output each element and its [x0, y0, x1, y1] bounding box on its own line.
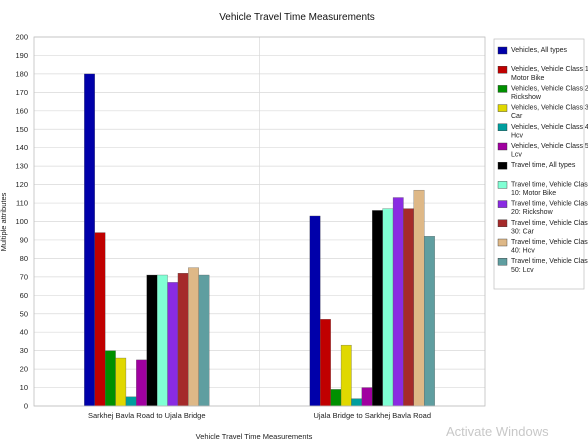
bar: [403, 208, 415, 407]
y-tick-label: 110: [16, 199, 28, 208]
y-tick-label: 160: [15, 106, 28, 115]
y-axis: 0 10 20 30 40 50 60 70 80 90 100 110 120 130 140 150 160…: [15, 33, 28, 411]
bar: [340, 344, 352, 407]
legend-label: 40: Hcv: [511, 248, 535, 255]
y-tick-label: 130: [15, 162, 28, 171]
legend-swatch: [497, 219, 508, 228]
legend-label: 10: Motor Bike: [511, 190, 556, 197]
bar-series: [84, 73, 435, 407]
legend-label: Travel time, Vehicle Class: [511, 239, 588, 246]
y-tick-label: 40: [20, 328, 28, 337]
legend-swatch: [497, 85, 508, 93]
bar: [351, 398, 363, 407]
legend-label: Vehicles, Vehicle Class 50:: [511, 143, 588, 150]
legend-swatch: [497, 46, 508, 55]
legend-label: Vehicles, All types: [511, 47, 568, 54]
y-tick-label: 30: [20, 346, 28, 355]
y-tick-label: 20: [20, 365, 28, 374]
y-tick-label: 200: [15, 33, 28, 42]
legend-swatch: [497, 104, 508, 112]
legend-label: Vehicles, Vehicle Class 20:: [511, 85, 588, 92]
y-tick-label: 140: [15, 143, 28, 152]
legend-swatch: [497, 200, 508, 208]
y-tick-label: 180: [15, 69, 28, 78]
bar: [330, 389, 342, 407]
bar: [361, 387, 373, 407]
legend: Vehicles, All types Vehicles, Vehicle Cla…: [493, 38, 588, 290]
y-tick-label: 10: [20, 383, 28, 392]
legend-label: Motor Bike: [511, 75, 545, 82]
y-tick-label: 50: [20, 309, 28, 318]
legend-swatch: [497, 258, 508, 266]
x-category-label: Sarkhej Bavla Road to Ujala Bridge: [88, 411, 206, 420]
x-axis: Sarkhej Bavla Road to Ujala Bridge Ujala …: [88, 411, 431, 420]
legend-swatch: [497, 65, 508, 74]
legend-swatch: [497, 142, 508, 151]
bar: [320, 319, 331, 407]
bar: [392, 197, 404, 407]
bar: [136, 359, 147, 407]
legend-label: Lcv: [511, 152, 522, 159]
legend-label: Travel time, Vehicle Class: [511, 201, 588, 208]
bar: [125, 396, 137, 407]
legend-swatch: [497, 181, 508, 189]
y-tick-label: 70: [20, 272, 28, 281]
legend-label: Travel time, Vehicle Class: [511, 181, 588, 188]
y-axis-title: Multiple attributes: [0, 192, 8, 251]
y-tick-label: 150: [15, 125, 28, 134]
y-tick-label: 190: [15, 51, 28, 60]
y-tick-label: 90: [20, 235, 28, 244]
x-category-label: Ujala Bridge to Sarkhej Bavla Road: [313, 411, 431, 420]
bar: [146, 274, 158, 407]
legend-label: Hcv: [511, 132, 524, 139]
chart-title: Vehicle Travel Time Measurements: [219, 12, 375, 23]
bar: [105, 350, 116, 407]
bar: [94, 232, 106, 407]
legend-swatch: [497, 123, 508, 132]
legend-label: Travel time, Vehicle Class: [511, 258, 588, 265]
legend-label: Vehicles, Vehicle Class 10:: [511, 66, 588, 73]
legend-label: Vehicles, Vehicle Class 30:: [511, 105, 588, 112]
legend-label: Car: [511, 113, 523, 120]
bar: [167, 282, 179, 407]
y-tick-label: 60: [20, 291, 28, 300]
y-tick-label: 80: [20, 254, 28, 263]
bar: [188, 267, 199, 407]
bar: [198, 274, 210, 407]
grid-lines: [34, 36, 485, 407]
bar: [84, 73, 95, 407]
y-tick-label: 170: [15, 88, 28, 97]
x-axis-title: Vehicle Travel Time Measurements: [196, 432, 313, 441]
legend-label: 50: Lcv: [511, 267, 534, 274]
y-tick-label: 100: [15, 217, 28, 226]
bar: [115, 357, 127, 407]
legend-label: Rickshow: [511, 94, 542, 101]
y-tick-label: 0: [24, 402, 28, 411]
legend-label: Vehicles, Vehicle Class 40:: [511, 124, 588, 131]
bar: [372, 210, 383, 407]
legend-swatch: [497, 238, 508, 247]
y-tick-label: 120: [15, 180, 28, 189]
legend-label: Travel time, Vehicle Class: [511, 220, 588, 227]
bar: [309, 215, 321, 407]
legend-box: [493, 38, 585, 290]
bar: [413, 189, 425, 407]
bar: [156, 274, 168, 407]
bar: [424, 236, 435, 407]
legend-label: 30: Car: [511, 228, 535, 235]
legend-swatch: [497, 161, 508, 170]
plot-area-border: [33, 36, 486, 407]
bar: [382, 208, 394, 407]
bar: [177, 273, 189, 407]
activate-windows-watermark: Activate Windows: [446, 424, 549, 439]
legend-label: 20: Rickshow: [511, 209, 554, 216]
legend-label: Travel time, All types: [511, 162, 576, 169]
